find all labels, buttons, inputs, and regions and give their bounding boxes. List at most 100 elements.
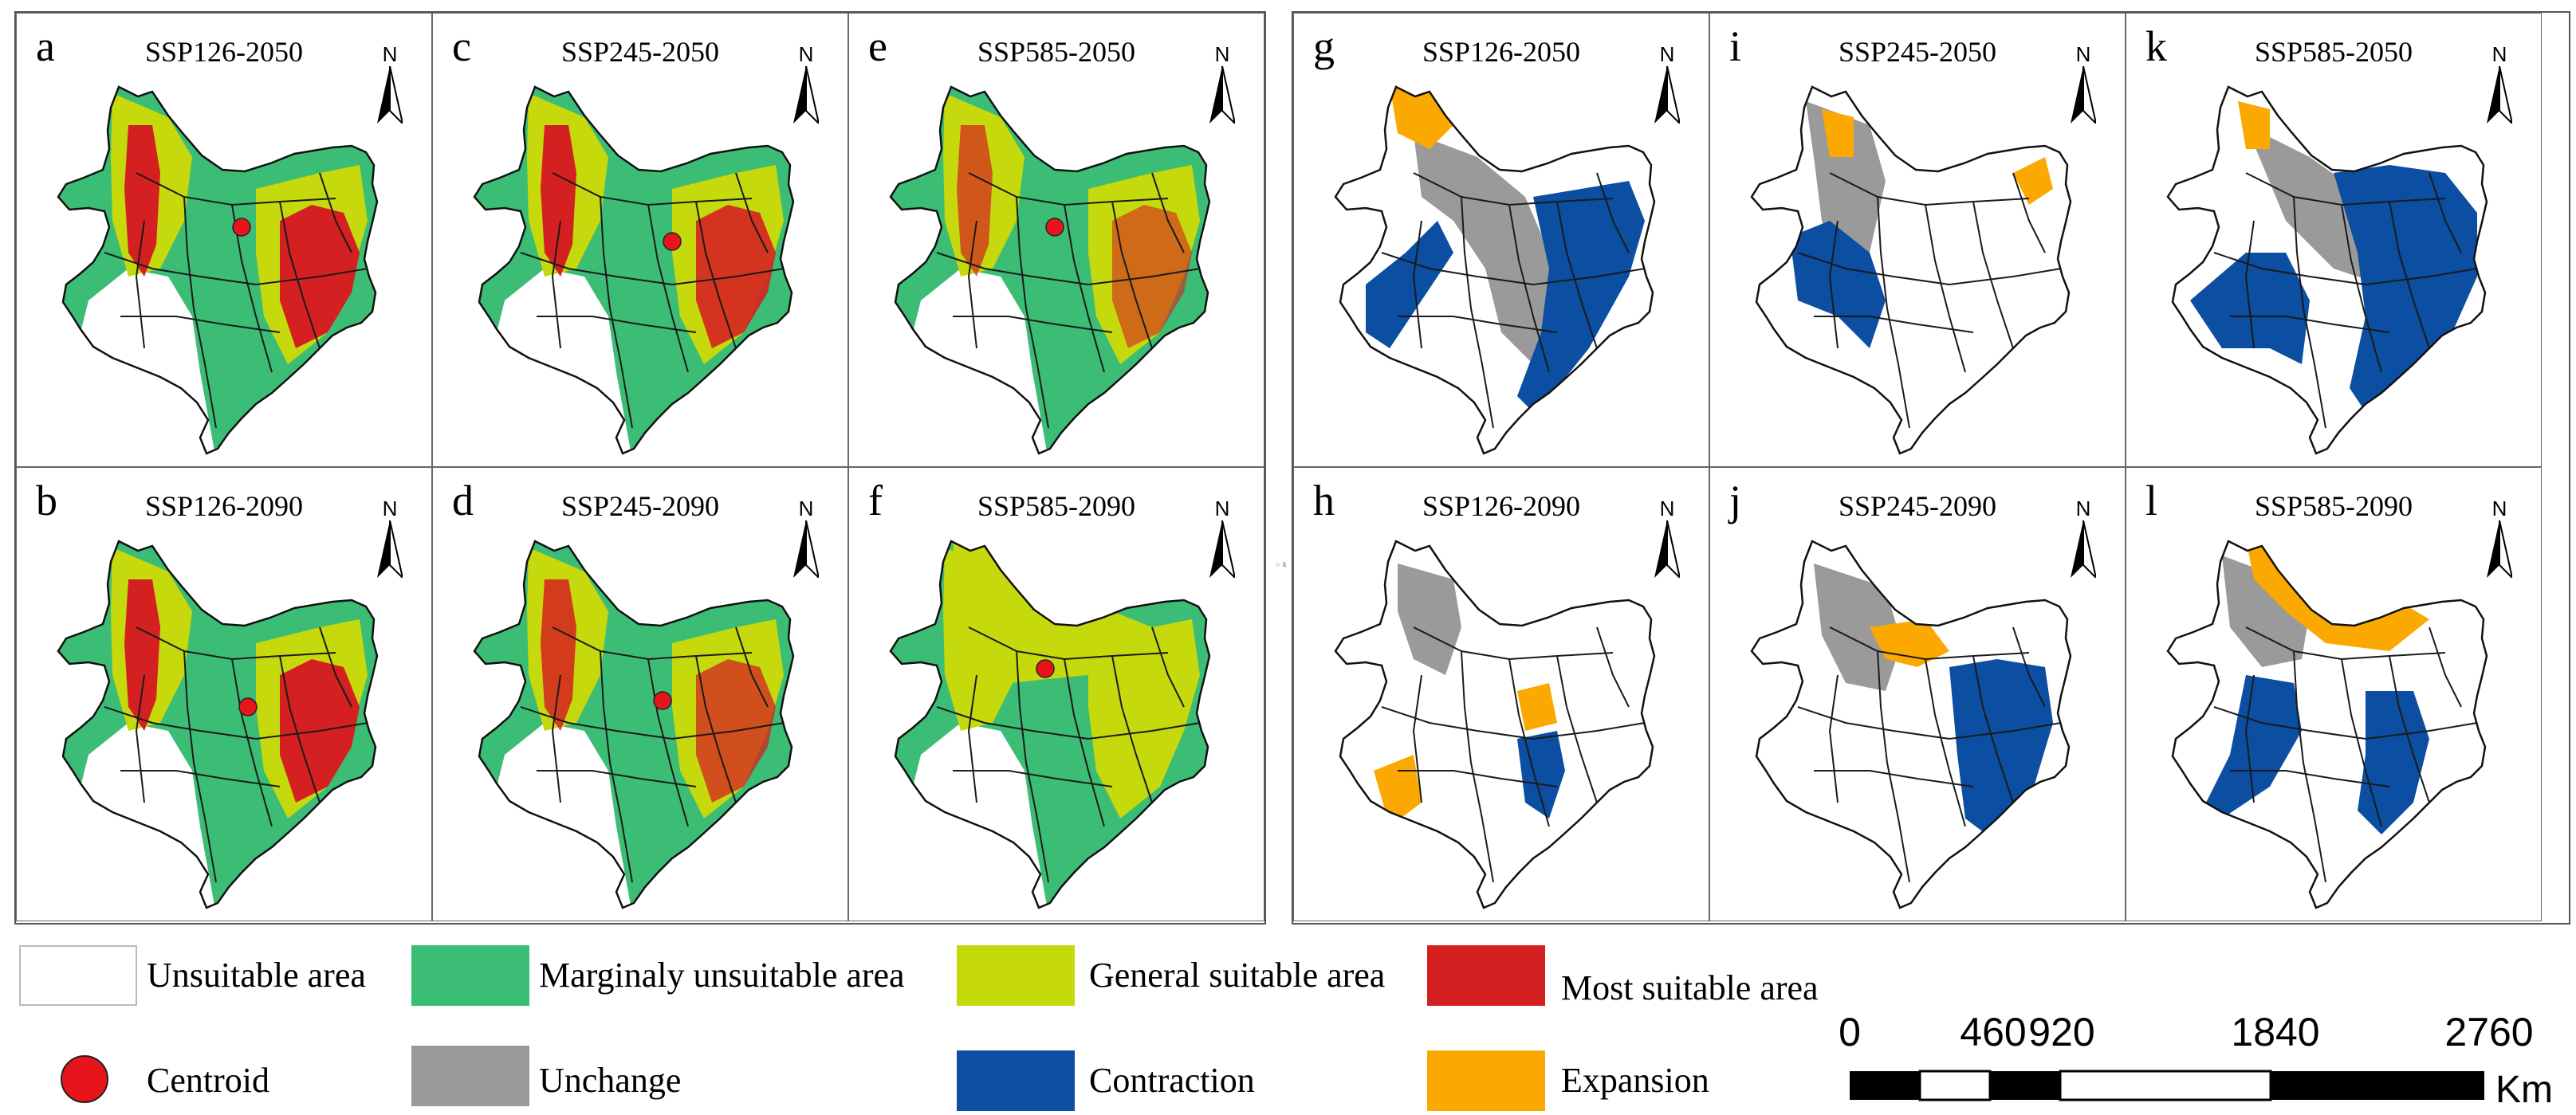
change-map-l xyxy=(2166,540,2488,909)
panel-letter: d xyxy=(452,477,474,524)
north-arrow: N xyxy=(2482,44,2517,124)
north-label: N xyxy=(1659,42,1675,66)
boundary-line-3 xyxy=(2389,655,2430,803)
boundary-line-5 xyxy=(1398,316,1558,333)
boundary-line-7 xyxy=(2429,172,2462,253)
contraction-area xyxy=(2206,675,2429,834)
panel-letter: f xyxy=(868,477,883,524)
region-outline xyxy=(1750,85,2072,455)
north-label: N xyxy=(1659,497,1675,520)
north-arrow-icon xyxy=(1209,66,1235,124)
north-label: N xyxy=(2491,497,2507,520)
boundary-line-4 xyxy=(104,252,368,286)
panel-a: a SSP126-2050 N xyxy=(16,13,432,467)
legend-label-general: General suitable area xyxy=(1089,956,1386,995)
panel-h: h SSP126-2090 N xyxy=(1293,467,1709,921)
region-outline xyxy=(473,540,795,909)
boundary-line-1 xyxy=(1877,196,1910,429)
panel-letter: b xyxy=(36,477,57,524)
boundary-line-7 xyxy=(2012,172,2046,253)
general-area-1 xyxy=(1088,619,1200,819)
north-label: N xyxy=(1214,497,1230,520)
panel-letter: k xyxy=(2145,22,2167,70)
north-arrow-icon xyxy=(2487,66,2512,124)
centroid-marker xyxy=(653,691,672,710)
boundary-line-5 xyxy=(120,770,281,787)
boundary-line-6 xyxy=(135,220,145,349)
suitability-map-c xyxy=(473,85,795,455)
legend-swatch-expansion xyxy=(1427,1050,1545,1111)
most-area-west xyxy=(541,579,576,731)
centroid-icon xyxy=(61,1055,108,1103)
boundary-line-7 xyxy=(1151,626,1185,708)
boundary-line-1 xyxy=(1016,650,1049,883)
boundary-line-7 xyxy=(2429,626,2462,708)
scale-seg-3 xyxy=(1990,1071,2060,1100)
change-map-k xyxy=(2166,85,2488,455)
boundary-line-7 xyxy=(319,172,352,253)
centroid-marker xyxy=(232,218,251,237)
legend-label-most: Most suitable area xyxy=(1561,968,1819,1007)
boundary-line-7 xyxy=(735,172,769,253)
legend-swatch-unsuitable xyxy=(19,945,137,1006)
boundary-line-1 xyxy=(1877,650,1910,883)
legend-label-marginal: Marginaly unsuitable area xyxy=(539,956,905,995)
most-area-west xyxy=(124,579,160,731)
change-map-h xyxy=(1334,540,1656,909)
north-arrow: N xyxy=(2066,498,2101,578)
boundary-line-1 xyxy=(183,650,217,883)
centroid-marker xyxy=(663,232,682,251)
boundary-line-6 xyxy=(2244,674,2255,803)
boundary-line-3 xyxy=(1972,201,2014,349)
boundary-line-7 xyxy=(1596,626,1630,708)
region-outline xyxy=(473,85,795,455)
north-arrow: N xyxy=(1650,498,1685,578)
suitability-map-f xyxy=(889,540,1211,909)
boundary-line-6 xyxy=(1412,220,1422,349)
boundary-line-2 xyxy=(647,658,689,827)
most-area-west xyxy=(124,125,160,277)
north-arrow: N xyxy=(372,44,407,124)
north-arrow: N xyxy=(789,498,824,578)
change-map-i xyxy=(1750,85,2072,455)
boundary-line-1 xyxy=(1461,650,1494,883)
panel-title: SSP585-2050 xyxy=(2254,36,2413,68)
panel-title: SSP585-2050 xyxy=(977,36,1136,68)
scale-seg-2 xyxy=(1918,1070,1992,1101)
boundary-line-2 xyxy=(2341,204,2382,373)
panel-e: e SSP585-2050 N xyxy=(848,13,1264,467)
boundary-line-2 xyxy=(1064,658,1105,827)
legend-swatch-contraction xyxy=(957,1050,1075,1111)
scale-tick-460: 460 xyxy=(1960,1010,2027,1054)
boundary-line-4 xyxy=(936,252,1201,286)
scale-bar: 0 460 920 1840 2760 Km xyxy=(1826,1010,2553,1109)
expansion-area xyxy=(2238,101,2270,149)
scale-seg-1 xyxy=(1850,1071,1920,1100)
boundary-line-4 xyxy=(520,252,785,286)
scale-seg-4 xyxy=(2059,1070,2272,1101)
north-arrow-icon xyxy=(1209,520,1235,578)
north-arrow-icon xyxy=(2071,520,2096,578)
tiny-mark: ☆ & xyxy=(1275,561,1287,568)
boundary-line-1 xyxy=(1016,196,1049,429)
panel-letter: e xyxy=(868,22,887,70)
panel-title: SSP126-2050 xyxy=(144,36,304,68)
boundary-line-6 xyxy=(1828,220,1839,349)
boundary-line-6 xyxy=(967,674,977,803)
region-outline xyxy=(889,540,1211,909)
boundary-line-3 xyxy=(1972,655,2014,803)
north-arrow-icon xyxy=(1654,66,1680,124)
panel-letter: l xyxy=(2145,477,2158,524)
scale-tick-2760: 2760 xyxy=(2444,1010,2534,1054)
panel-title: SSP585-2090 xyxy=(977,490,1136,522)
region-outline xyxy=(889,85,1211,455)
unchange-area xyxy=(1414,133,1549,364)
panel-j: j SSP245-2090 N xyxy=(1709,467,2126,921)
boundary-line-2 xyxy=(1925,204,1966,373)
panel-title: SSP245-2090 xyxy=(560,490,720,522)
region-outline xyxy=(1334,85,1656,455)
north-arrow: N xyxy=(1650,44,1685,124)
boundary-line-2 xyxy=(2341,658,2382,827)
centroid-marker xyxy=(1045,218,1064,237)
panel-letter: g xyxy=(1313,22,1335,70)
